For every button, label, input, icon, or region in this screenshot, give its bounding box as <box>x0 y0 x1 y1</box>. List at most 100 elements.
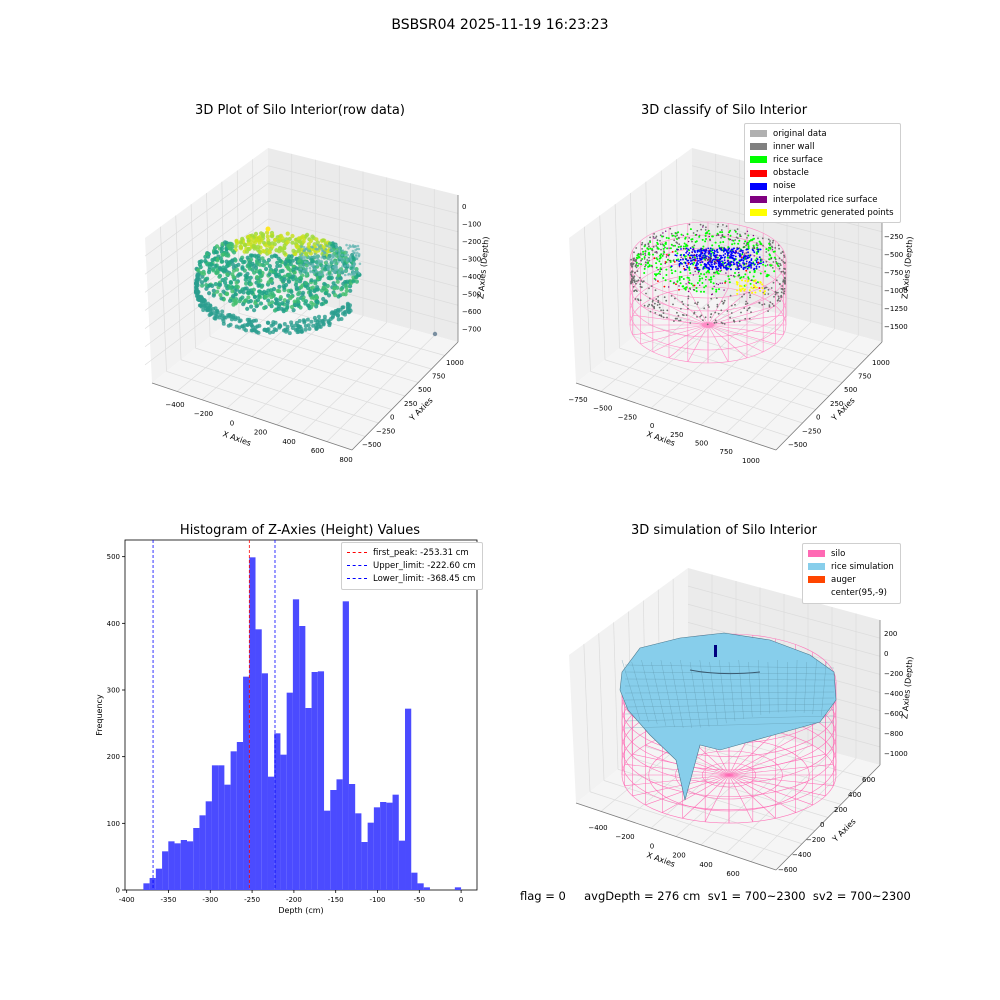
data-point <box>280 236 285 241</box>
wall-point <box>677 236 680 239</box>
noise-point <box>687 248 690 251</box>
data-point <box>213 263 218 268</box>
legend-entry: inner wall <box>750 140 894 153</box>
data-point <box>194 283 199 288</box>
surface-mesh <box>624 709 835 715</box>
wall-point <box>767 288 770 291</box>
wall-point <box>659 234 662 237</box>
data-point <box>224 283 229 288</box>
data-point <box>305 267 308 271</box>
rice-point <box>747 245 750 248</box>
wall-point <box>635 266 638 269</box>
data-point <box>208 303 213 308</box>
data-point <box>278 295 283 300</box>
y-tick-label: 0 <box>816 414 820 422</box>
data-point <box>274 328 279 333</box>
grid-line <box>190 204 196 349</box>
data-point <box>353 245 357 248</box>
data-point <box>248 299 253 304</box>
data-point <box>332 286 337 291</box>
interp-point <box>770 258 772 260</box>
silo-wire-line <box>707 324 729 362</box>
rice-point <box>688 279 691 282</box>
rice-point <box>643 272 646 274</box>
wall-point <box>654 302 656 305</box>
noise-point <box>696 257 699 260</box>
symmetric-point <box>759 289 762 292</box>
z-tick-label: −400 <box>462 273 481 281</box>
data-point <box>316 247 320 251</box>
interp-point <box>729 238 732 241</box>
histogram-bar <box>143 883 150 890</box>
legend-swatch <box>347 552 367 554</box>
wall-point <box>783 256 786 258</box>
rice-point <box>683 242 686 245</box>
wall-point <box>660 248 662 251</box>
rice-point <box>766 273 769 276</box>
data-point <box>341 305 346 310</box>
data-point <box>345 243 348 247</box>
data-point <box>208 307 213 312</box>
data-point <box>314 255 318 258</box>
data-point <box>224 292 230 297</box>
data-point <box>293 282 298 287</box>
wall-point <box>681 300 684 303</box>
data-point <box>287 331 292 336</box>
rice-point <box>682 245 685 248</box>
grid-line <box>725 328 835 434</box>
rice-point <box>769 246 772 249</box>
wall-point <box>713 322 716 324</box>
rice-point <box>747 276 750 279</box>
x-tick-label: 0 <box>459 896 463 904</box>
noise-point <box>675 254 678 257</box>
z-tick-label: −200 <box>462 238 481 246</box>
rice-point <box>705 271 708 274</box>
interp-point <box>738 275 740 277</box>
surface-mesh <box>758 659 762 715</box>
wall-point <box>772 281 775 284</box>
interp-point <box>696 268 698 270</box>
histogram-bar <box>373 807 381 890</box>
data-point <box>339 287 344 292</box>
rice-point <box>749 282 752 285</box>
data-point <box>218 256 223 261</box>
rice-point <box>636 257 639 260</box>
data-point <box>248 236 254 241</box>
wall-point <box>783 290 786 293</box>
surface-mesh <box>812 659 817 715</box>
rice-point <box>748 271 751 274</box>
noise-point <box>726 268 728 271</box>
y-tick-label: −600 <box>778 866 797 874</box>
interp-point <box>680 256 682 258</box>
data-point <box>319 302 324 307</box>
surface-mesh <box>624 703 835 708</box>
symmetric-point <box>761 283 764 286</box>
noise-point <box>724 248 727 251</box>
data-point <box>266 257 271 263</box>
wall-point <box>632 285 635 288</box>
noise-point <box>720 256 722 259</box>
noise-point <box>751 248 754 251</box>
data-point <box>315 300 320 305</box>
x-tick-label: 250 <box>670 431 683 439</box>
data-point <box>263 295 268 300</box>
noise-point <box>731 254 734 257</box>
wall-point <box>633 290 635 293</box>
interp-point <box>687 281 690 283</box>
z-tick-label: −1500 <box>884 323 908 331</box>
x-tick-label: −750 <box>568 396 587 404</box>
wall-point <box>769 301 772 304</box>
data-point <box>307 264 310 267</box>
data-point <box>258 274 263 279</box>
wall-point <box>648 256 650 259</box>
interp-point <box>693 254 696 257</box>
noise-point <box>708 253 710 255</box>
data-point <box>212 316 217 321</box>
data-point <box>228 280 234 285</box>
obstacle-point <box>694 259 697 262</box>
wall-point <box>720 236 722 239</box>
interp-point <box>737 265 739 267</box>
data-point <box>320 256 324 259</box>
data-point <box>240 265 245 270</box>
wall-point <box>630 271 632 274</box>
